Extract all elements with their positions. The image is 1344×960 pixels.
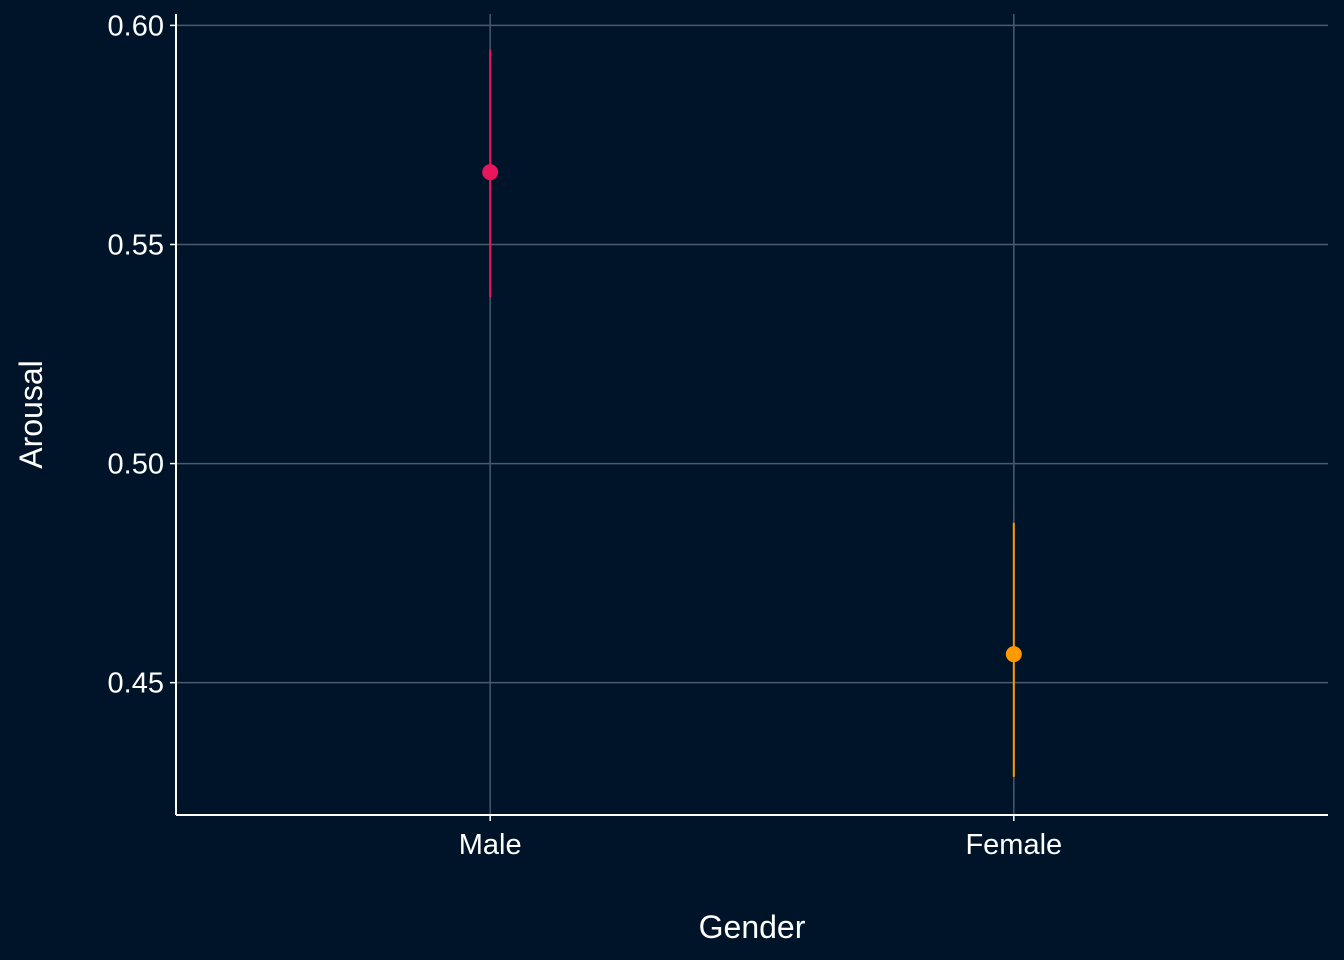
y-axis-title: Arousal [13,360,49,469]
data-point [1005,646,1022,663]
x-axis-ticks: Male Female [459,815,1062,861]
x-axis-title: Gender [699,909,806,945]
y-tick-label: 0.45 [108,668,164,700]
y-tick-label: 0.60 [108,10,164,42]
data-marks [482,49,1022,777]
x-tick-label: Female [965,829,1062,861]
x-tick-label: Male [459,829,522,861]
y-tick-label: 0.50 [108,449,164,481]
y-axis-ticks: 0.45 0.50 0.55 0.60 [108,10,176,700]
y-tick-label: 0.55 [108,229,164,261]
data-point [482,164,499,181]
grid [176,14,1328,815]
